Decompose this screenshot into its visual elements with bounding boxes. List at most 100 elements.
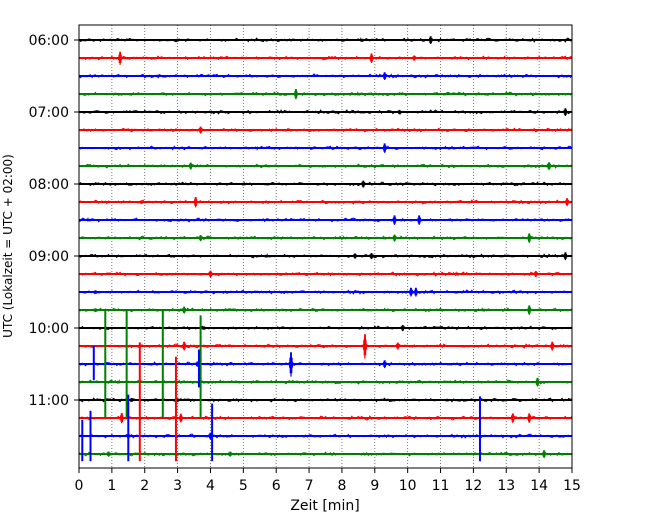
trace-event-16-0 [399, 325, 406, 332]
trace-event-2-0 [381, 72, 388, 81]
x-tick-label-7: 7 [305, 478, 314, 494]
y-axis-label: UTC (Lokalzeit = UTC + 02:00) [1, 154, 15, 338]
trace-event-12-2 [368, 253, 375, 260]
trace-row-13 [78, 270, 573, 278]
trace-event-3-1 [355, 90, 362, 97]
trace-noise-12 [78, 253, 573, 259]
x-tick-label-11: 11 [432, 478, 450, 494]
trace-row-23 [78, 450, 573, 459]
trace-event-14-2 [92, 290, 99, 295]
trace-noise-4 [78, 109, 573, 115]
trace-event-12-3 [263, 252, 270, 259]
x-axis-ticks: 0 1 2 3 4 5 6 7 8 9 10 11 12 13 14 15 [75, 468, 581, 494]
trace-noise-17 [78, 343, 573, 349]
trace-event-6-1 [253, 145, 260, 151]
x-tick-label-2: 2 [140, 478, 149, 494]
trace-event-15-3 [480, 306, 487, 313]
trace-row-18 [78, 352, 573, 377]
y-tick-label-1: 07:00 [29, 105, 69, 121]
trace-event-7-1 [546, 162, 552, 171]
trace-event-1-2 [411, 55, 418, 61]
trace-row-0 [78, 36, 573, 45]
trace-event-10-0 [391, 215, 398, 225]
trace-row-7 [78, 162, 573, 171]
trace-event-19-0 [534, 377, 541, 387]
x-tick-label-0: 0 [75, 478, 84, 494]
x-tick-label-9: 9 [370, 478, 379, 494]
trace-event-20-0 [128, 398, 135, 403]
y-axis-ticks: 06:00 07:00 08:00 09:00 10:00 11:00 [29, 33, 79, 409]
trace-event-9-0 [192, 196, 199, 208]
x-tick-label-10: 10 [399, 478, 417, 494]
trace-event-17-3 [549, 341, 556, 351]
trace-event-23-0 [541, 450, 548, 459]
y-tick-label-3: 09:00 [29, 249, 69, 265]
trace-event-18-1 [381, 360, 388, 369]
trace-noise-14 [78, 289, 573, 295]
trace-row-8 [78, 180, 572, 188]
trace-event-0-0 [427, 36, 434, 45]
trace-event-9-1 [564, 198, 571, 207]
trace-event-1-1 [368, 53, 375, 64]
trace-row-5 [78, 126, 573, 134]
tall-spikes [81, 310, 481, 462]
trace-row-1 [78, 51, 573, 65]
trace-row-16 [78, 325, 573, 332]
trace-event-23-2 [105, 451, 112, 457]
trace-event-8-1 [240, 180, 247, 187]
trace-event-13-2 [454, 270, 460, 277]
trace-noise-6 [78, 145, 573, 151]
trace-event-11-0 [197, 235, 204, 242]
trace-event-8-0 [360, 180, 367, 188]
trace-event-15-2 [92, 308, 99, 313]
x-tick-label-4: 4 [206, 478, 215, 494]
trace-noise-15 [78, 307, 573, 313]
trace-row-17 [78, 334, 573, 359]
trace-event-10-1 [416, 215, 423, 225]
trace-row-3 [78, 88, 573, 100]
trace-row-14 [78, 287, 573, 297]
trace-noise-22 [78, 433, 573, 439]
x-tick-label-14: 14 [530, 478, 548, 494]
trace-event-21-1 [177, 413, 184, 423]
trace-row-21 [78, 412, 573, 424]
trace-noise-13 [78, 271, 573, 277]
trace-event-21-3 [526, 413, 533, 423]
trace-noise-23 [78, 451, 573, 457]
trace-noise-8 [78, 181, 572, 187]
trace-noise-19 [78, 379, 572, 385]
trace-event-15-1 [526, 305, 533, 315]
trace-row-19 [78, 377, 572, 387]
trace-event-18-0 [287, 352, 295, 377]
trace-noise-9 [78, 199, 573, 205]
trace-event-14-1 [412, 287, 419, 297]
trace-event-17-2 [394, 342, 401, 350]
trace-noise-16 [78, 325, 573, 331]
trace-noise-1 [78, 55, 573, 61]
trace-event-4-2 [207, 109, 214, 115]
trace-noise-7 [78, 163, 573, 169]
trace-event-1-0 [117, 51, 124, 65]
trace-row-10 [78, 215, 573, 225]
trace-row-12 [78, 252, 573, 261]
trace-noise-10 [78, 217, 573, 223]
trace-event-11-2 [526, 233, 533, 243]
x-tick-label-15: 15 [563, 478, 581, 494]
trace-event-5-1 [128, 128, 135, 132]
x-axis-label: Zeit [min] [290, 498, 359, 514]
x-tick-label-12: 12 [464, 478, 482, 494]
trace-row-6 [78, 143, 573, 153]
trace-row-2 [78, 72, 573, 81]
vertical-grid [111, 25, 540, 468]
trace-event-2-1 [154, 73, 161, 79]
trace-noise-18 [78, 361, 573, 367]
trace-row-15 [78, 305, 573, 315]
trace-event-23-1 [227, 451, 234, 457]
trace-row-4 [78, 108, 573, 117]
trace-row-11 [78, 233, 573, 243]
trace-event-20-2 [444, 398, 451, 402]
trace-event-13-1 [532, 271, 539, 278]
trace-event-12-0 [562, 252, 569, 261]
trace-noise-20 [78, 397, 573, 403]
